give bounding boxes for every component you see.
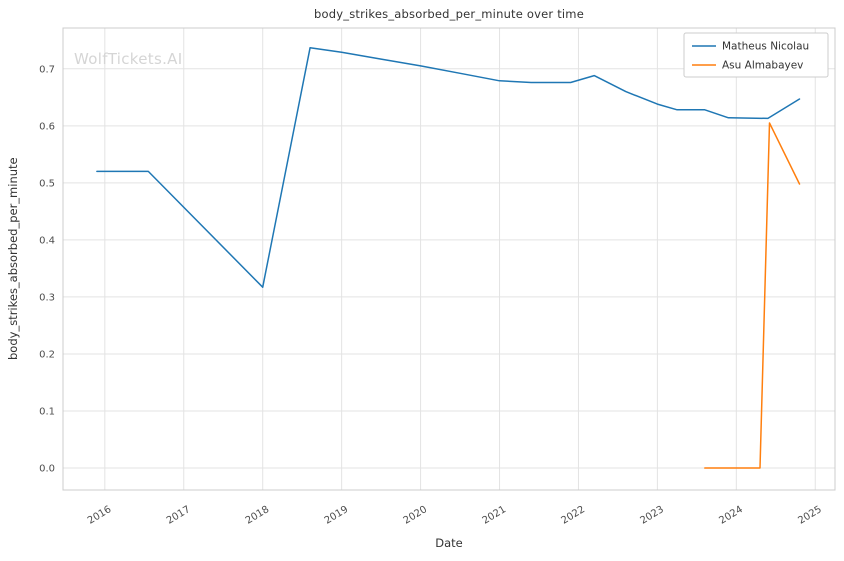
chart-title: body_strikes_absorbed_per_minute over ti… bbox=[314, 7, 584, 21]
y-tick-label: 0.0 bbox=[39, 464, 55, 475]
x-tick-label: 2018 bbox=[244, 504, 271, 527]
plot-background bbox=[63, 28, 835, 490]
y-tick-label: 0.6 bbox=[39, 121, 55, 132]
x-tick-label: 2017 bbox=[165, 504, 192, 527]
series-line-matheus-nicolau bbox=[96, 46, 801, 288]
x-tick-label: 2021 bbox=[481, 504, 508, 527]
legend-label-asu-almabayev: Asu Almabayev bbox=[722, 60, 803, 72]
x-tick-label: 2019 bbox=[323, 504, 350, 527]
x-axis-label: Date bbox=[435, 536, 463, 550]
y-tick-label: 0.5 bbox=[39, 178, 55, 189]
y-tick-label: 0.2 bbox=[39, 349, 55, 360]
x-tick-label: 2022 bbox=[560, 504, 587, 527]
x-tick-label: 2016 bbox=[86, 504, 113, 527]
y-tick-label: 0.7 bbox=[39, 64, 55, 75]
legend-label-matheus-nicolau: Matheus Nicolau bbox=[722, 41, 809, 53]
y-tick-label: 0.4 bbox=[39, 235, 55, 246]
series-line-asu-almabayev bbox=[704, 122, 801, 469]
x-tick-label: 2023 bbox=[638, 504, 665, 527]
legend-box bbox=[683, 32, 829, 78]
x-tick-label: 2024 bbox=[717, 504, 744, 527]
y-tick-label: 0.3 bbox=[39, 292, 55, 303]
y-tick-label: 0.1 bbox=[39, 407, 55, 418]
axes-spines bbox=[62, 27, 836, 491]
x-tick-label: 2020 bbox=[402, 504, 429, 527]
watermark-text: WolfTickets.AI bbox=[74, 50, 183, 68]
x-tick-label: 2025 bbox=[796, 504, 823, 527]
y-axis-label: body_strikes_absorbed_per_minute bbox=[6, 157, 20, 361]
